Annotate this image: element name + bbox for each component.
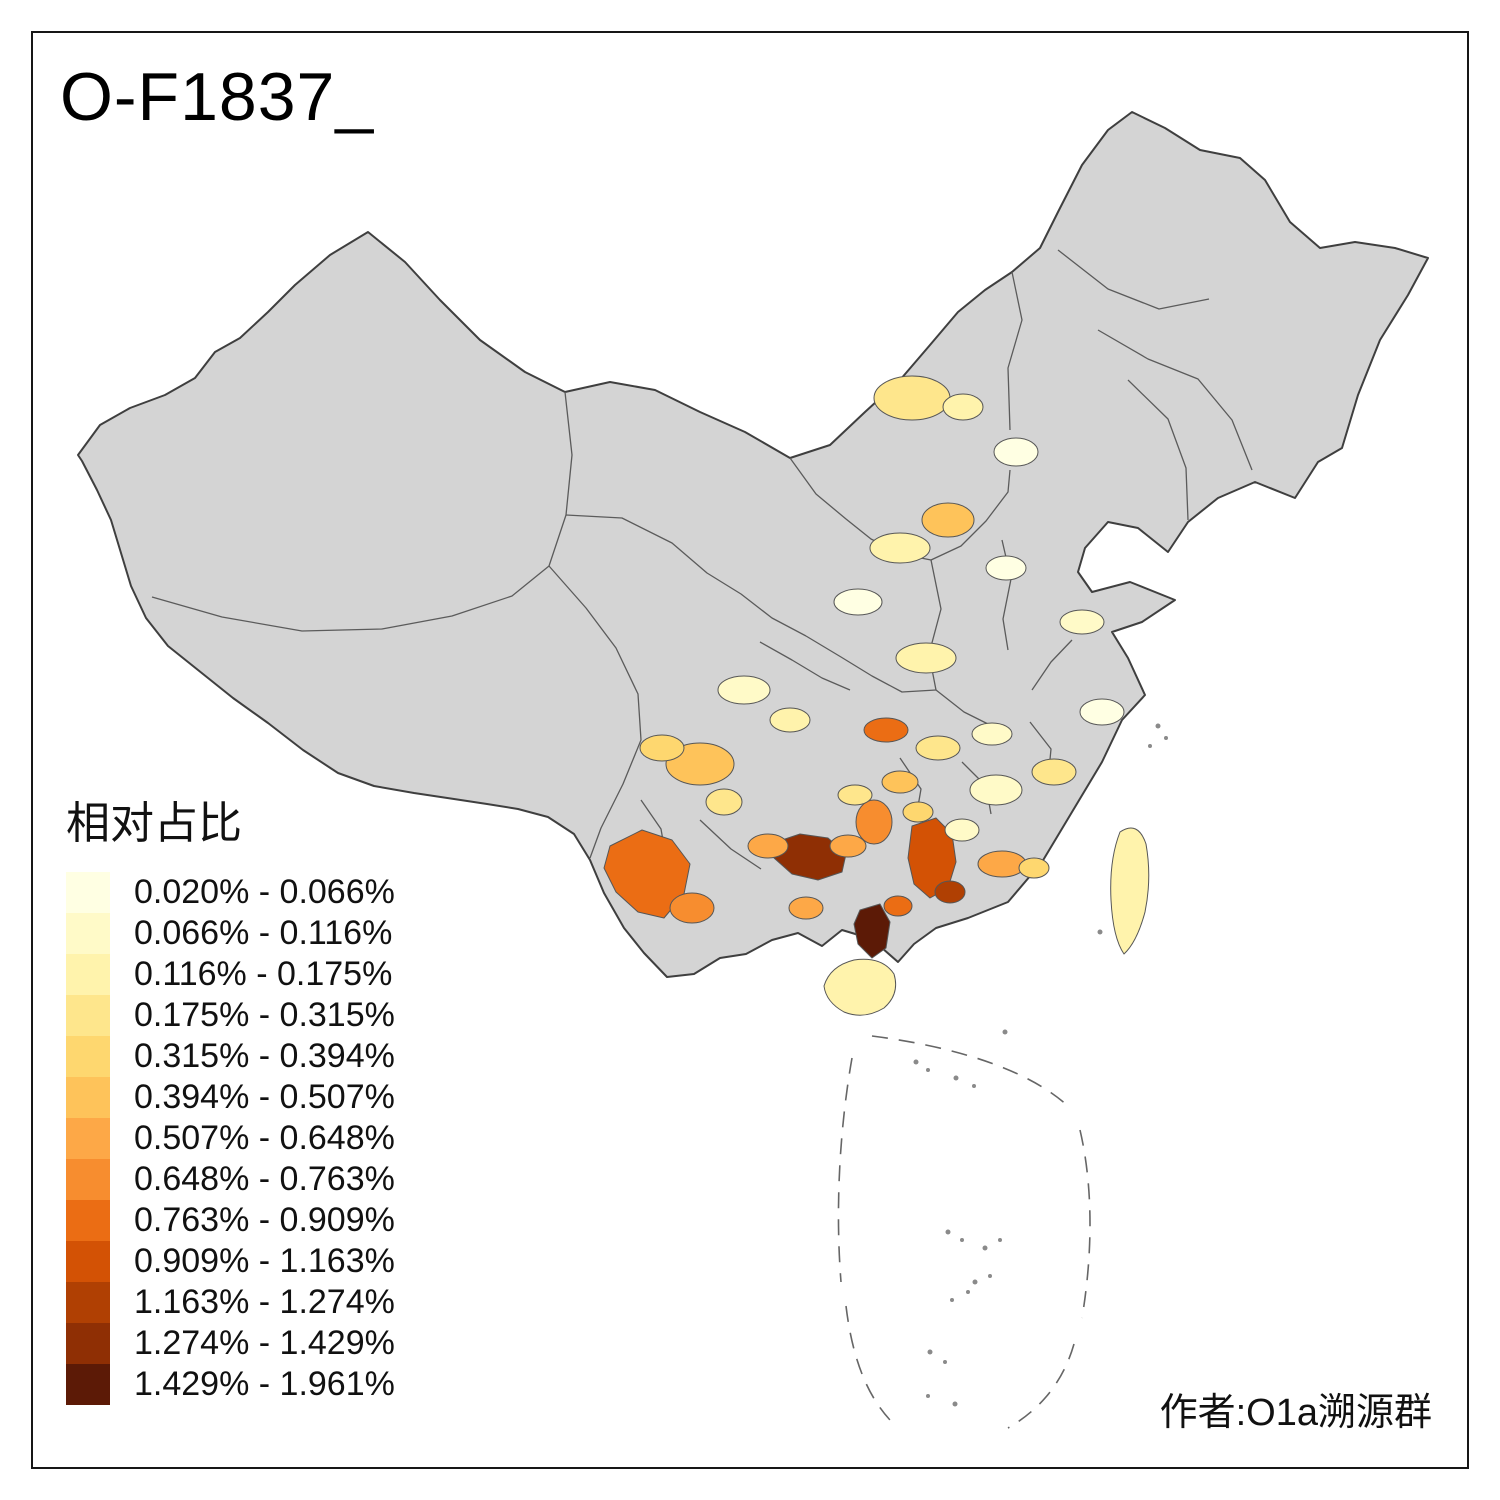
page-title: O-F1837_	[60, 59, 375, 135]
legend-label: 0.507% - 0.648%	[134, 1119, 395, 1157]
legend-label: 0.066% - 0.116%	[134, 914, 393, 952]
map-region	[869, 532, 931, 564]
map-region	[773, 833, 847, 881]
legend-swatch	[66, 1364, 110, 1405]
map-region	[717, 675, 771, 705]
map-region	[665, 742, 735, 786]
legend-swatch	[66, 1323, 110, 1364]
map-region	[873, 375, 951, 421]
map-region-taiwan	[1110, 827, 1150, 955]
legend-item: 0.394% - 0.507%	[66, 1077, 395, 1118]
legend-swatch	[66, 954, 110, 995]
legend-label: 0.020% - 0.066%	[134, 873, 395, 911]
legend-swatch	[66, 1159, 110, 1200]
legend-swatch	[66, 1077, 110, 1118]
map-region	[934, 880, 966, 904]
legend-item: 0.648% - 0.763%	[66, 1159, 395, 1200]
legend-item: 1.429% - 1.961%	[66, 1364, 395, 1405]
shaded-regions	[603, 375, 1150, 1016]
map-region	[985, 555, 1027, 581]
map-region	[788, 896, 824, 920]
legend: 相对占比 0.020% - 0.066% 0.066% - 0.116% 0.1…	[66, 798, 395, 1405]
legend-swatch	[66, 1282, 110, 1323]
legend-swatch	[66, 1118, 110, 1159]
legend-swatch	[66, 1200, 110, 1241]
legend-label: 0.763% - 0.909%	[134, 1201, 395, 1239]
map-region	[921, 502, 975, 538]
legend-swatch	[66, 872, 110, 913]
legend-title: 相对占比	[66, 799, 242, 848]
legend-swatch	[66, 1036, 110, 1077]
map-region	[944, 818, 980, 842]
map-region	[971, 722, 1013, 746]
map-region	[1018, 857, 1050, 879]
map-region	[833, 588, 883, 616]
legend-item: 0.909% - 1.163%	[66, 1241, 395, 1282]
legend-label: 0.394% - 0.507%	[134, 1078, 395, 1116]
author-credit: 作者:O1a溯源群	[1159, 1392, 1432, 1434]
map-region	[747, 833, 789, 859]
map-region	[853, 903, 891, 959]
legend-label: 1.163% - 1.274%	[134, 1283, 395, 1321]
legend-label: 0.116% - 0.175%	[134, 955, 393, 993]
legend-swatch	[66, 995, 110, 1036]
map-region	[769, 707, 811, 733]
map-region	[829, 834, 867, 858]
map-region	[837, 784, 873, 806]
map-region	[895, 642, 957, 674]
legend-swatch	[66, 913, 110, 954]
legend-item: 0.507% - 0.648%	[66, 1118, 395, 1159]
legend-label: 0.315% - 0.394%	[134, 1037, 395, 1075]
map-region-hainan	[823, 958, 897, 1016]
legend-item: 0.315% - 0.394%	[66, 1036, 395, 1077]
map-region	[883, 895, 913, 917]
china-mainland-shape	[77, 111, 1429, 978]
legend-label: 0.648% - 0.763%	[134, 1160, 395, 1198]
legend-item: 0.020% - 0.066%	[66, 872, 395, 913]
legend-label: 0.175% - 0.315%	[134, 996, 395, 1034]
map-region	[1031, 758, 1077, 786]
map-region	[881, 770, 919, 794]
map-region	[705, 788, 743, 816]
legend-item: 1.274% - 1.429%	[66, 1323, 395, 1364]
legend-item: 0.763% - 0.909%	[66, 1200, 395, 1241]
map-region	[969, 774, 1023, 806]
map-region	[1079, 698, 1125, 726]
legend-item: 0.116% - 0.175%	[66, 954, 395, 995]
map-region	[993, 437, 1039, 467]
map-region	[942, 393, 984, 421]
legend-label: 1.274% - 1.429%	[134, 1324, 395, 1362]
legend-swatch	[66, 1241, 110, 1282]
map-region	[863, 717, 909, 743]
map-region	[902, 801, 934, 823]
legend-label: 0.909% - 1.163%	[134, 1242, 395, 1280]
map-region	[669, 892, 715, 924]
south-china-sea-dash-line	[837, 1035, 1091, 1429]
legend-item: 0.066% - 0.116%	[66, 913, 395, 954]
legend-label: 1.429% - 1.961%	[134, 1365, 395, 1403]
legend-item: 0.175% - 0.315%	[66, 995, 395, 1036]
map-region	[915, 735, 961, 761]
map-region	[639, 734, 685, 762]
map-region	[855, 799, 893, 845]
map-region	[1059, 609, 1105, 635]
island-dots	[913, 723, 1168, 1407]
map-region	[977, 850, 1027, 878]
legend-item: 1.163% - 1.274%	[66, 1282, 395, 1323]
